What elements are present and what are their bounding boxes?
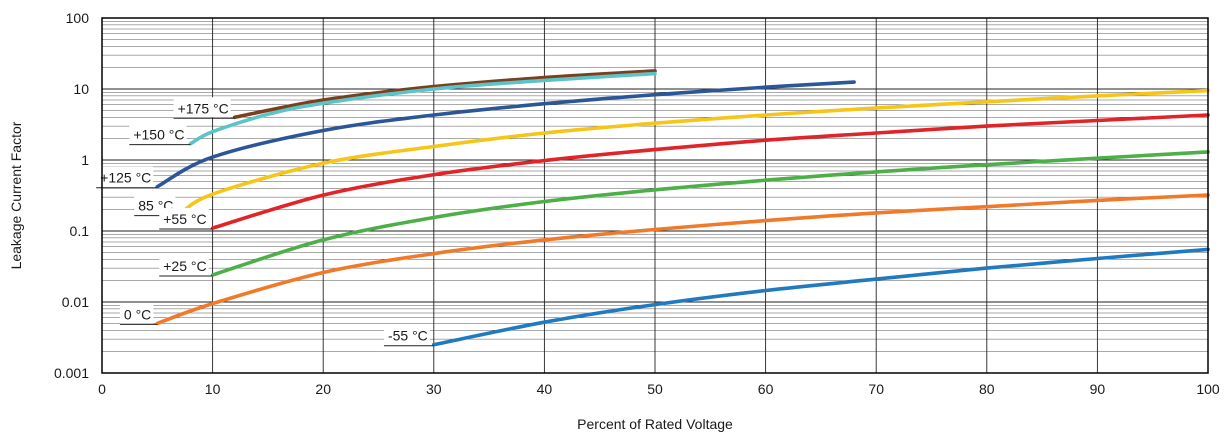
series-line (232, 69, 657, 120)
series-line (210, 150, 1210, 277)
x-axis-title: Percent of Rated Voltage (577, 416, 733, 432)
y-tick-label: 0.001 (54, 365, 89, 381)
series-label-background (119, 303, 154, 324)
y-tick-label: 10 (73, 81, 89, 97)
y-tick-label: 0.01 (62, 294, 89, 310)
y-tick-label: 0.1 (70, 223, 90, 239)
series-label: +25 °C (163, 258, 206, 274)
series-label: +125 °C (100, 170, 151, 186)
series-line (155, 80, 856, 189)
x-tick-label: 10 (205, 381, 221, 397)
series-line (177, 88, 1210, 217)
series-label-background (96, 166, 154, 187)
x-tick-label: 60 (758, 381, 774, 397)
series-label: +150 °C (133, 127, 184, 143)
series-line (210, 113, 1210, 230)
y-tick-label: 100 (66, 10, 90, 26)
series-label-background (159, 208, 209, 229)
series-line (155, 193, 1210, 326)
series-label: 0 °C (124, 306, 151, 322)
series-lines (155, 69, 1210, 347)
series-label-background (383, 324, 430, 345)
series-label: +175 °C (178, 100, 229, 116)
x-tick-label: 50 (647, 381, 663, 397)
series-labels: +175 °C+150 °C+125 °C85 °C+55 °C+25 °C0 … (96, 97, 434, 347)
x-axis-ticks: 0 10 20 30 40 50 60 70 80 90 100 (98, 381, 1220, 397)
series-label-background (173, 97, 231, 118)
x-tick-label: 80 (979, 381, 995, 397)
series-label-background (129, 123, 187, 144)
x-tick-label: 30 (426, 381, 442, 397)
series-line (188, 71, 657, 146)
plot-frame (101, 17, 1209, 374)
x-tick-label: 90 (1090, 381, 1106, 397)
x-tick-label: 0 (98, 381, 106, 397)
y-axis-title: Leakage Current Factor (8, 121, 24, 269)
x-tick-label: 70 (868, 381, 884, 397)
x-tick-label: 40 (537, 381, 553, 397)
x-tick-label: 100 (1196, 381, 1220, 397)
y-axis-ticks: 0.001 0.01 0.1 1 10 100 (54, 10, 89, 381)
x-tick-label: 20 (315, 381, 331, 397)
series-label: +55 °C (163, 211, 206, 227)
series-label: -55 °C (388, 328, 428, 344)
y-tick-label: 1 (81, 152, 89, 168)
series-line (432, 247, 1210, 347)
series-label-background (159, 255, 209, 276)
